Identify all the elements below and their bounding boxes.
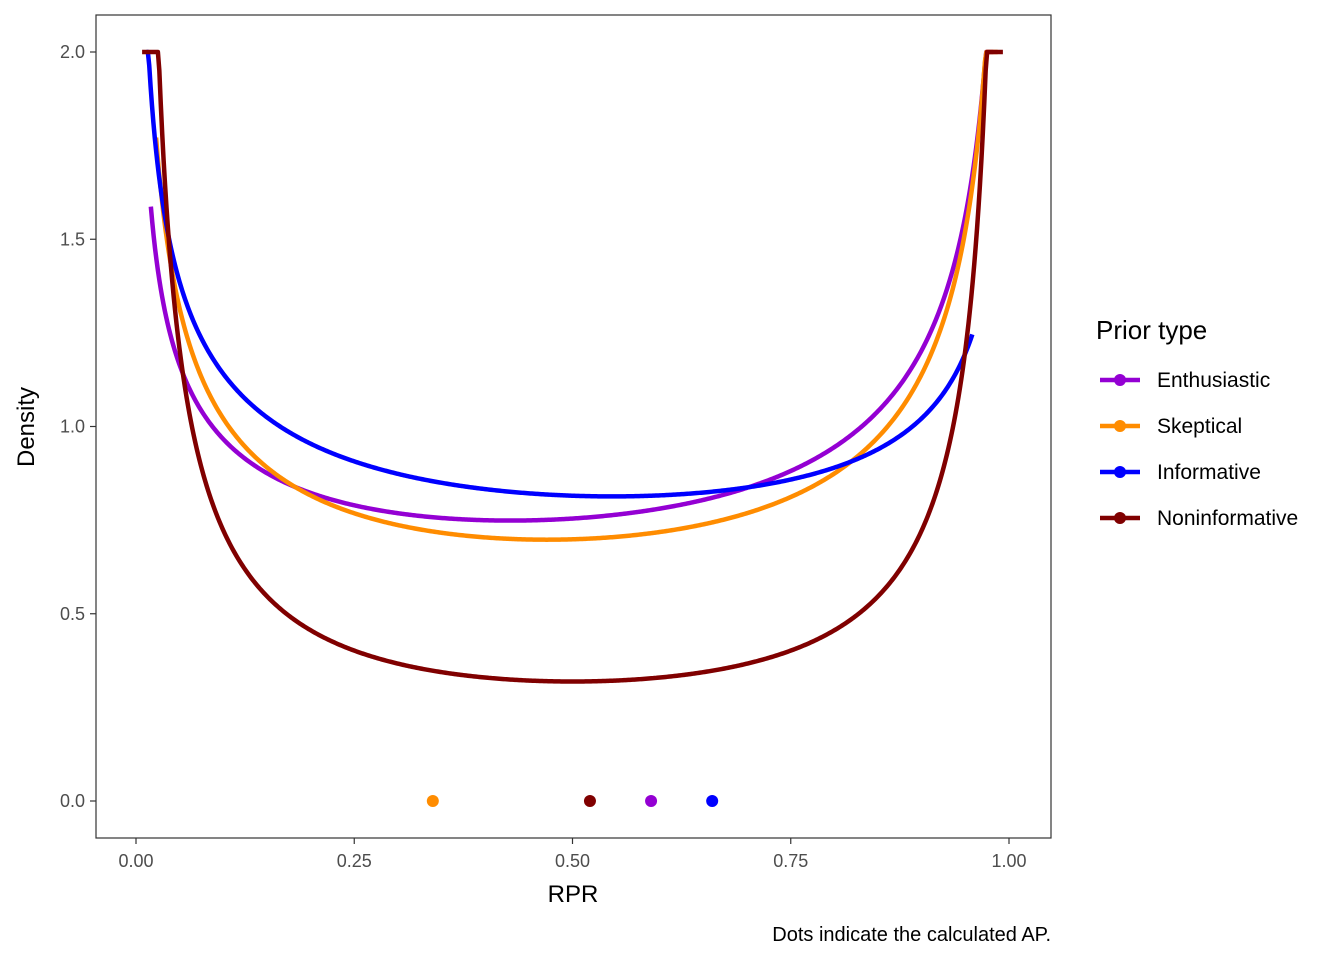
x-tick-label: 0.00 — [118, 851, 153, 871]
legend: Prior type Enthusiastic Skeptical Informat… — [1096, 315, 1298, 530]
y-tick-label: 2.0 — [60, 42, 85, 62]
y-tick-label: 1.0 — [60, 417, 85, 437]
caption: Dots indicate the calculated AP. — [772, 924, 1051, 946]
legend-key-dot — [1114, 420, 1126, 432]
y-tick-label: 1.5 — [60, 229, 85, 249]
y-tick-label: 0.0 — [60, 791, 85, 811]
y-axis-title: Density — [13, 387, 40, 467]
curve-informative — [145, 49, 975, 499]
ap-dots — [426, 795, 719, 807]
legend-label: Noninformative — [1157, 507, 1298, 530]
y-tick-label: 0.5 — [60, 604, 85, 624]
ap-dot-enthusiastic — [645, 795, 658, 807]
x-axis-title: RPR — [548, 881, 599, 908]
x-tick-label: 1.00 — [991, 851, 1026, 871]
legend-label: Skeptical — [1157, 415, 1242, 438]
curve-skeptical — [153, 49, 999, 542]
legend-title: Prior type — [1096, 315, 1207, 345]
legend-key-dot — [1114, 512, 1126, 524]
ap-dot-informative — [706, 795, 719, 807]
x-tick-label: 0.75 — [773, 851, 808, 871]
legend-key-dot — [1114, 374, 1126, 386]
x-axis: 0.00 0.25 0.50 0.75 1.00 — [118, 838, 1027, 871]
legend-label: Enthusiastic — [1157, 369, 1270, 392]
x-tick-label: 0.50 — [555, 851, 590, 871]
plot-panel — [95, 14, 1052, 839]
legend-label: Informative — [1157, 461, 1261, 484]
curve-noninformative — [141, 49, 1004, 684]
density-curves — [141, 49, 1004, 684]
ap-dot-skeptical — [426, 795, 439, 807]
ap-dot-noninformative — [583, 795, 596, 807]
x-tick-label: 0.25 — [337, 851, 372, 871]
y-axis: 0.0 0.5 1.0 1.5 2.0 — [60, 42, 96, 811]
legend-key-dot — [1114, 466, 1126, 478]
